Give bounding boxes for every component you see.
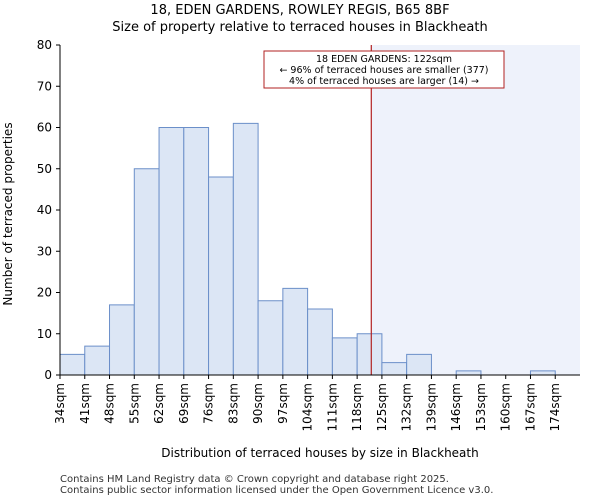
x-tick-label: 34sqm — [53, 383, 67, 424]
y-tick-label: 0 — [44, 368, 52, 382]
bar — [208, 176, 234, 376]
bar — [59, 353, 86, 376]
x-tick-label: 76sqm — [202, 383, 216, 424]
x-axis-label: Distribution of terraced houses by size … — [161, 446, 478, 460]
y-tick-label: 20 — [37, 286, 52, 300]
x-tick-label: 69sqm — [177, 383, 191, 424]
bar — [282, 287, 309, 376]
x-tick-label: 160sqm — [499, 383, 513, 431]
x-tick-label: 62sqm — [152, 383, 166, 424]
y-axis-label: Number of terraced properties — [1, 122, 15, 305]
histogram-chart: 0 10 20 30 40 50 60 70 80 34sqm 41sqm 48sqm 55sqm 62s… — [1, 38, 580, 460]
annotation-text: 18 EDEN GARDENS: 122sqm — [316, 54, 452, 65]
larger-region-shade — [371, 45, 580, 375]
bar — [109, 304, 135, 376]
bar — [381, 362, 408, 376]
x-tick-label: 125sqm — [375, 383, 389, 431]
y-tick-label: 50 — [37, 162, 52, 176]
x-tick-label: 139sqm — [424, 383, 438, 431]
bar — [133, 168, 160, 376]
annotation-text: 4% of terraced houses are larger (14) → — [289, 76, 479, 87]
x-tick-label: 153sqm — [474, 383, 488, 431]
footer-licence: Contains public sector information licen… — [60, 485, 494, 496]
bar — [183, 127, 210, 376]
footer-copyright: Contains HM Land Registry data © Crown c… — [60, 474, 449, 485]
x-tick-label: 90sqm — [251, 383, 265, 424]
x-tick-label: 55sqm — [127, 383, 141, 424]
bar — [307, 308, 333, 376]
x-tick-label: 97sqm — [276, 383, 290, 424]
y-tick-label: 30 — [37, 244, 52, 258]
annotation-text: ← 96% of terraced houses are smaller (37… — [279, 65, 488, 76]
bar — [455, 370, 482, 376]
chart-subtitle: Size of property relative to terraced ho… — [112, 20, 488, 35]
bar — [158, 127, 185, 376]
annotation-box — [263, 50, 505, 89]
x-tick-label: 41sqm — [78, 383, 92, 424]
bar — [529, 370, 556, 376]
bar — [257, 300, 284, 376]
y-tick-label: 80 — [37, 38, 52, 52]
bar — [84, 345, 111, 376]
chart-title: 18, EDEN GARDENS, ROWLEY REGIS, B65 8BF — [150, 3, 450, 18]
x-tick-label: 48sqm — [103, 383, 117, 424]
x-tick-label: 104sqm — [301, 383, 315, 431]
x-tick-label: 132sqm — [400, 383, 414, 431]
x-tick-label: 83sqm — [226, 383, 240, 424]
bar — [331, 337, 358, 376]
x-tick-label: 111sqm — [325, 383, 339, 431]
bar — [406, 353, 432, 376]
x-tick-label: 167sqm — [523, 383, 537, 431]
bar — [356, 333, 383, 376]
bar — [232, 122, 259, 376]
y-tick-label: 70 — [37, 79, 52, 93]
x-tick-label: 146sqm — [449, 383, 463, 431]
y-tick-label: 10 — [37, 327, 52, 341]
y-tick-label: 60 — [37, 121, 52, 135]
x-tick-label: 174sqm — [548, 383, 562, 431]
y-tick-label: 40 — [37, 203, 52, 217]
x-tick-label: 118sqm — [350, 383, 364, 431]
